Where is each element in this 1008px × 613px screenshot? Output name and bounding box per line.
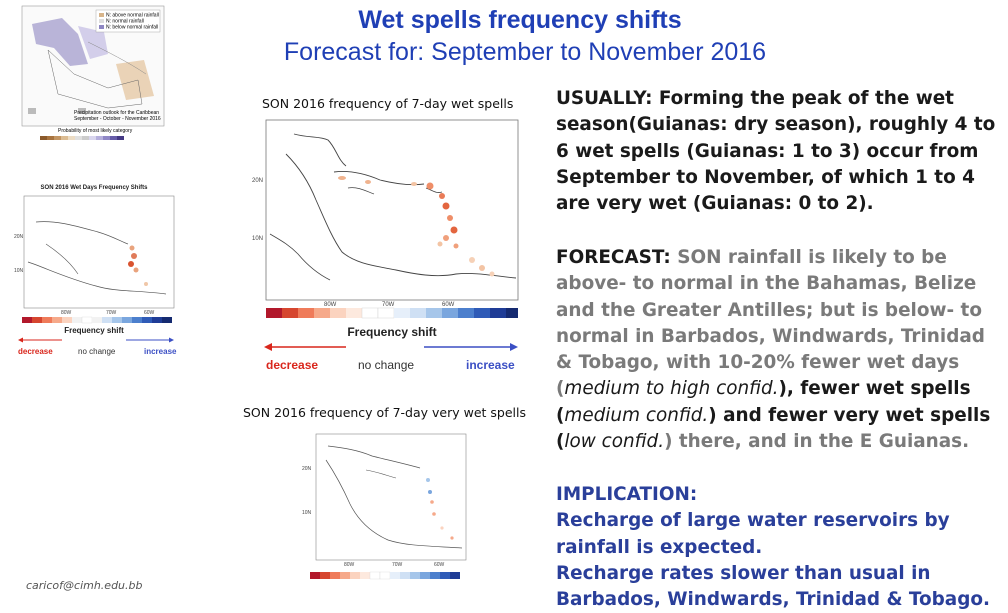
forecast-text: ), fewer wet spells ( [556,378,971,426]
wet-days-thumbnail: SON 2016 Wet Days Frequency Shifts 20N 1… [6,182,182,362]
small-decrease-label: decrease [18,347,53,356]
implication-label: IMPLICATION: [556,484,698,505]
top-map-caption: SON 2016 frequency of 7-day wet spells [262,96,514,111]
forecast-label: FORECAST: [556,247,671,268]
thumb-precip-period: September - October - November 2016 [74,116,161,122]
forecast-paragraph: FORECAST: SON rainfall is likely to be a… [556,245,1002,455]
lat-label: 20N [302,466,312,472]
lat-label: 20N [252,178,263,184]
page-title: Wet spells frequency shifts [358,6,682,34]
small-increase-label: increase [144,347,177,356]
forecast-confidence: medium to high confid. [564,378,779,400]
forecast-text: ) and fewer very wet spells ( [556,404,991,453]
implication-text: Recharge of large water reservoirs by ra… [556,510,950,558]
precipitation-outlook-thumbnail: N: above normal rainfall N: normal rainf… [18,4,168,164]
implication-text: Recharge rates slower than usual in Barb… [556,562,990,611]
lat-label: 10N [252,236,263,242]
lon-label: 80W [61,310,72,316]
lon-label: 60W [442,302,455,308]
lon-label: 80W [324,302,337,308]
thumb-color-scale [40,136,124,140]
very-wet-spells-map: 20N 10N 80W 70W 60W [302,433,467,580]
lat-label: 10N [14,268,24,274]
large-decrease-label: decrease [266,358,318,372]
thumb-legend-item: N: above normal rainfall [106,13,159,19]
wet-spells-map-panel: 20N 10N 80W 70W 60W Frequency shift decr… [246,114,526,378]
large-no-change-label: no change [358,358,414,372]
forecast-confidence: medium confid. [564,404,709,426]
small-color-scale [22,316,172,324]
large-legend-title: Frequency shift [347,325,436,339]
thumb-prob-label: Probability of most likely category [58,128,133,134]
lon-label: 70W [106,310,117,316]
lon-label: 80W [344,562,355,568]
lat-label: 10N [302,510,312,516]
thumb-legend-item: N: below normal rainfall [106,25,158,31]
lon-label: 60W [434,562,445,568]
bottom-map-caption: SON 2016 frequency of 7-day very wet spe… [243,405,526,420]
lon-label: 70W [392,562,403,568]
lon-label: 60W [144,310,155,316]
very-wet-spells-map-panel: 20N 10N 80W 70W 60W [296,430,472,608]
lon-label: 70W [382,302,395,308]
thumb-precip-title: Precipitation outlook for the Caribbean [74,110,159,116]
implication-paragraph: IMPLICATION: Recharge of large water res… [556,482,1002,613]
page-subtitle: Forecast for: September to November 2016 [283,38,767,66]
forecast-text: SON rainfall is likely to be above- to n… [556,247,985,400]
forecast-text: ) there, and in the E Guianas. [664,431,970,453]
precipitation-outlook-map: N: above normal rainfall N: normal rainf… [21,5,165,140]
forecast-confidence: low confid. [564,431,665,453]
contact-email: caricof@cimh.edu.bb [26,579,143,592]
usually-paragraph: USUALLY: Forming the peak of the wet sea… [556,88,996,215]
thumb-map-title: SON 2016 Wet Days Frequency Shifts [41,185,149,191]
wet-spells-map: 20N 10N 80W 70W 60W Frequency shift decr… [252,119,519,372]
small-no-change-label: no change [78,347,116,356]
wet-days-map: SON 2016 Wet Days Frequency Shifts 20N 1… [14,185,177,356]
small-legend-title: Frequency shift [64,326,124,335]
bottom-color-scale [310,571,460,580]
large-color-scale [266,307,518,319]
large-increase-label: increase [466,358,515,372]
thumb-legend-item: N: normal rainfall [106,19,144,25]
lat-label: 20N [14,234,24,240]
